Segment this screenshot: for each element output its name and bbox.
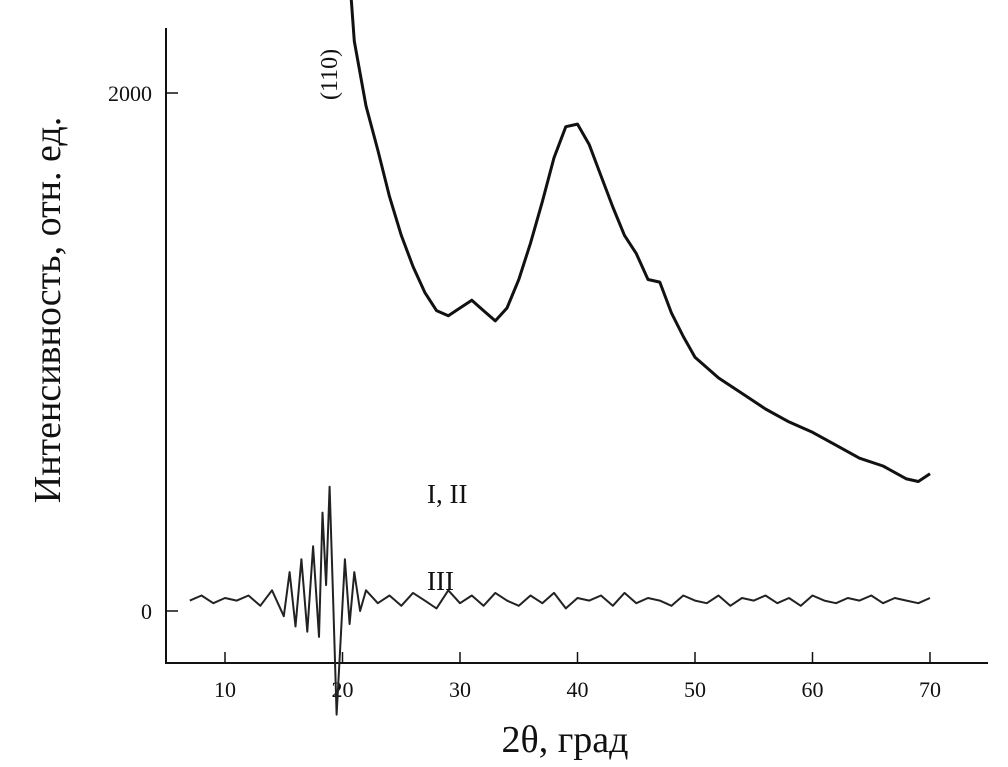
x-tick-label: 30 (449, 677, 471, 702)
series-line-I-II (349, 0, 931, 483)
annotation-110: (110) (317, 49, 343, 100)
y-tick-label: 0 (141, 599, 152, 624)
x-tick-label: 70 (919, 677, 941, 702)
annotation-III: III (427, 566, 454, 596)
x-tick-label: 60 (802, 677, 824, 702)
y-tick-label: 2000 (108, 81, 152, 106)
y-axis-label: Интенсивность, отн. ед. (27, 117, 69, 503)
series-line-III (189, 485, 931, 716)
x-tick-label: 50 (684, 677, 706, 702)
annotation-I-II: I, II (427, 479, 467, 509)
x-tick-label: 10 (214, 677, 236, 702)
x-axis-label: 2θ, град (502, 719, 629, 761)
x-tick-label: 40 (567, 677, 589, 702)
